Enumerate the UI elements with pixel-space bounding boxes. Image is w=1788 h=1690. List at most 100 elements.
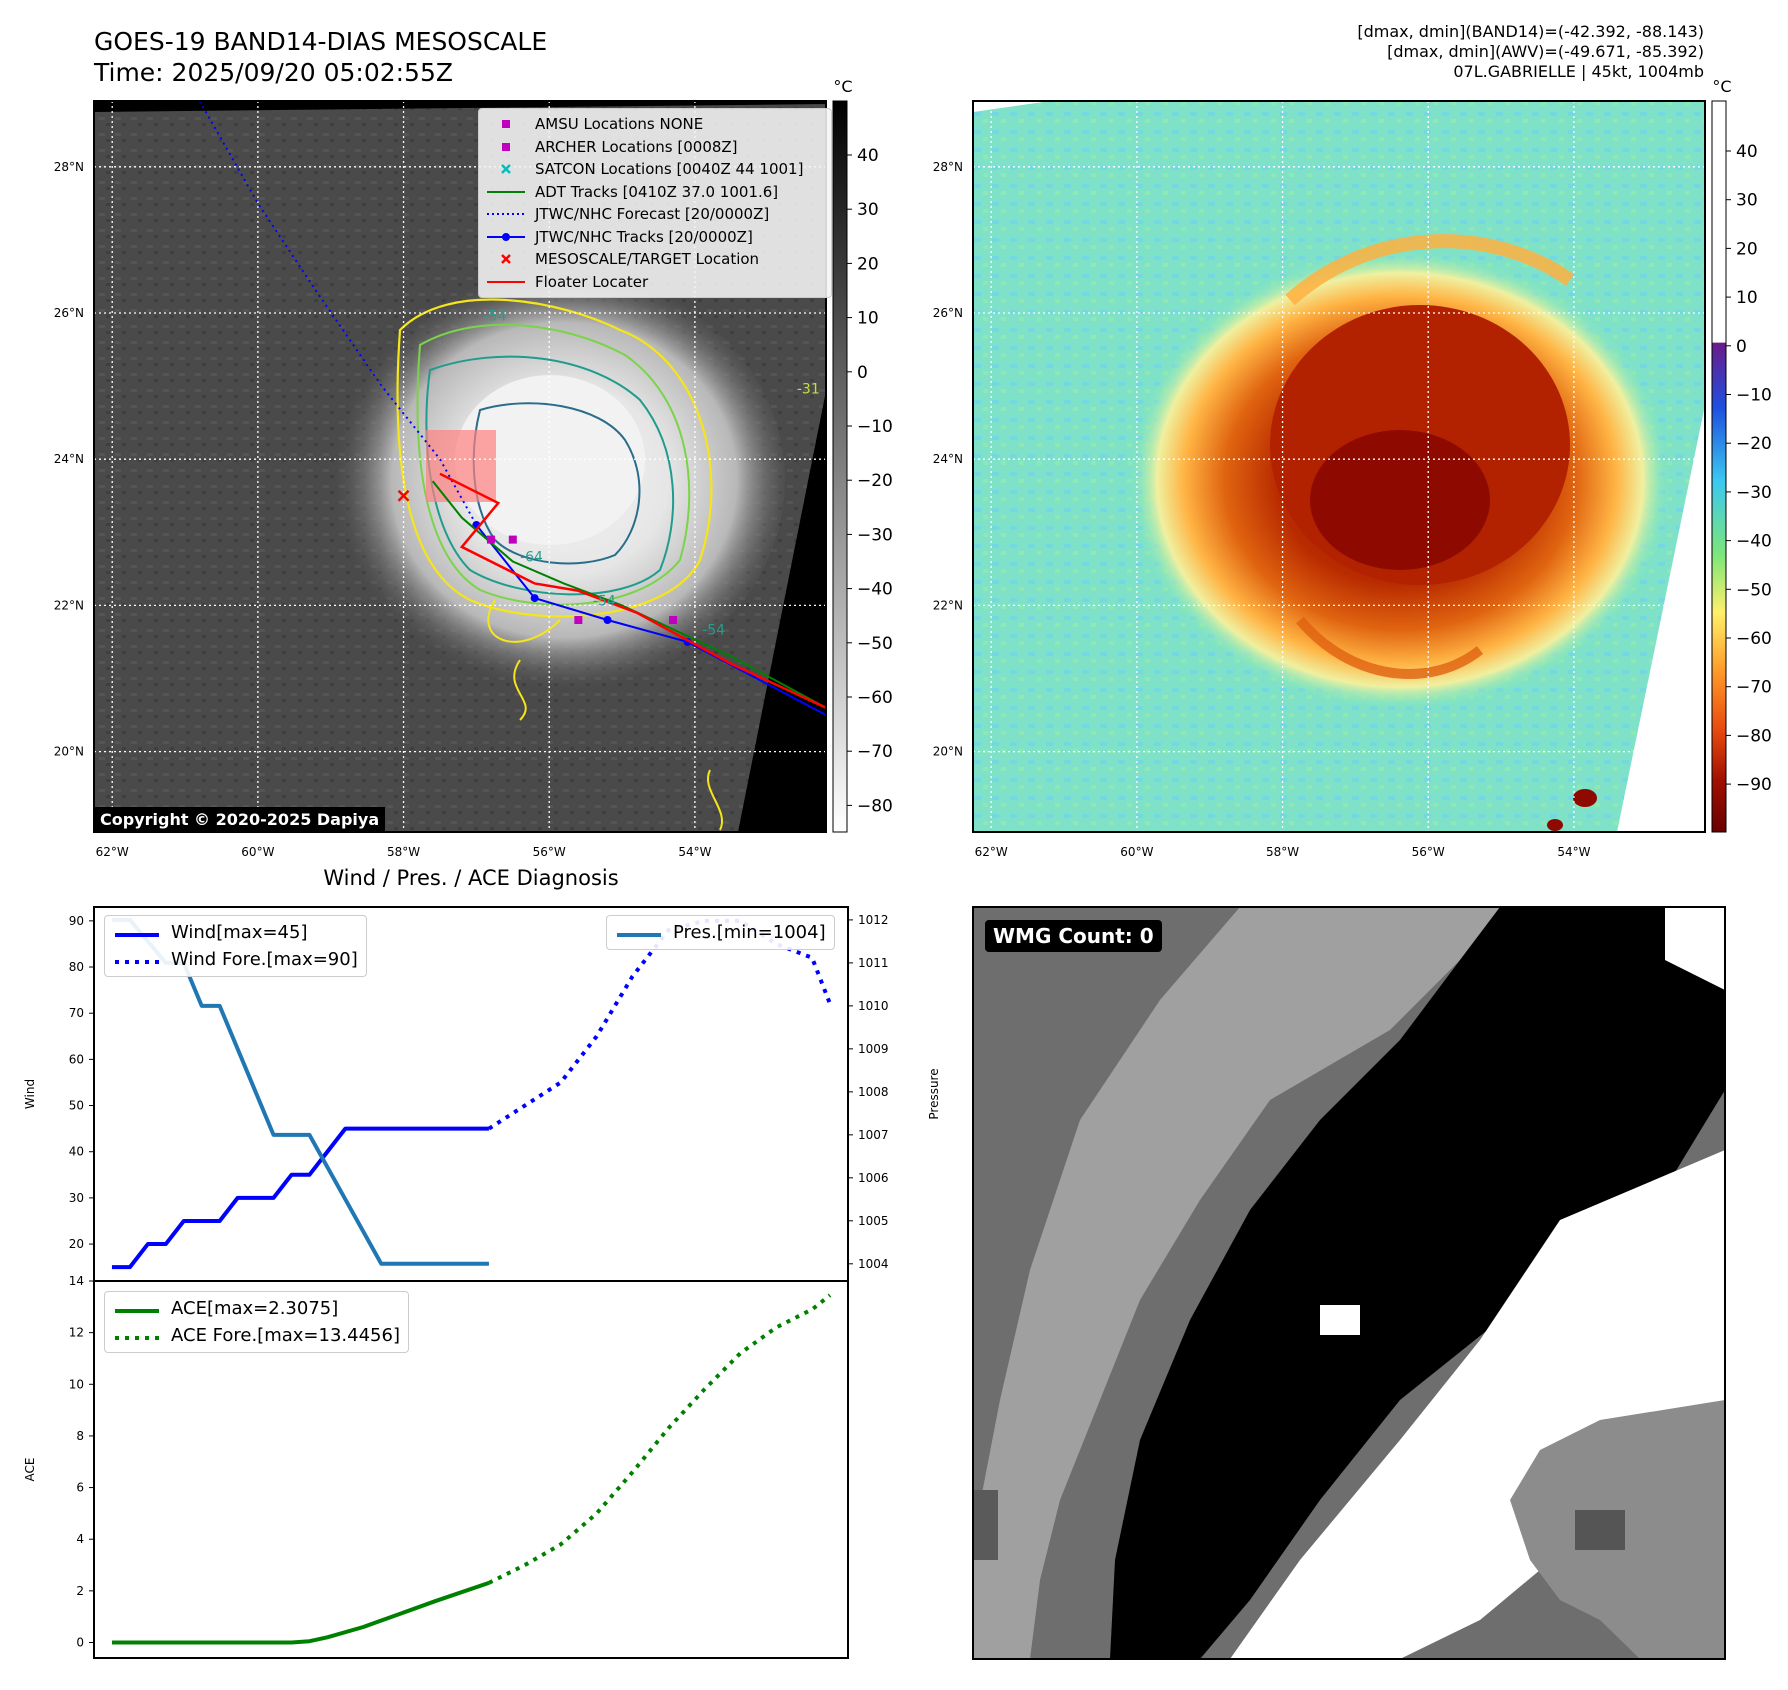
awv-lat-label: 20°N	[933, 745, 963, 759]
awv-cell-2	[1547, 819, 1563, 831]
wmg-white-region	[1230, 1150, 1725, 1659]
legend-symbol	[485, 160, 527, 178]
wind-legend-row: Wind[max=45]	[113, 919, 358, 946]
contour-yellow-band-3	[707, 769, 723, 831]
jtwc-track-point	[530, 594, 539, 603]
wind-y2label: Pressure	[927, 1068, 941, 1119]
ace-ytick-label: 10	[69, 1377, 84, 1391]
legend-label: Floater Locater	[535, 272, 649, 291]
wind-ytick-label: 30	[69, 1191, 84, 1205]
awv-lat-label: 24°N	[933, 452, 963, 466]
awv-colorbar-tick-label: −80	[1736, 726, 1772, 746]
awv-colorbar-tick-label: −40	[1736, 532, 1772, 552]
ir-top-nodata	[94, 101, 826, 112]
awv-inner-band	[1296, 616, 1484, 679]
ir-lat-label: 22°N	[54, 598, 84, 612]
ace-ytick-label: 2	[76, 1584, 84, 1598]
awv-colorbar-tick-label: −30	[1736, 483, 1772, 503]
ir-tracks: -54 -31 -64 -54 -54	[198, 100, 827, 716]
awv-axis-labels: 28°N 26°N 24°N 22°N 20°N 62°W 60°W 58°W 56°W 54°W	[933, 160, 1591, 859]
ir-lon-label: 58°W	[387, 845, 420, 859]
pressure-legend-swatch	[615, 926, 663, 940]
wmg-count-label: WMG Count: 0	[985, 920, 1162, 952]
legend-label: JTWC/NHC Tracks [20/0000Z]	[535, 227, 753, 246]
ir-colorbar-tick-label: −80	[857, 796, 893, 816]
ir-lon-label: 54°W	[678, 845, 711, 859]
awv-colorbar-unit: °C	[1712, 77, 1731, 96]
legend-item: AMSU Locations NONE	[485, 113, 825, 136]
ace-legend: ACE[max=2.3075] ACE Fore.[max=13.4456]	[104, 1291, 409, 1353]
archer-location-marker	[669, 616, 678, 625]
contour-label: -31	[797, 381, 820, 397]
series-line	[488, 1293, 832, 1585]
ir-colorbar-tick-label: 30	[857, 200, 879, 220]
legend-item: SATCON Locations [0040Z 44 1001]	[485, 158, 825, 181]
awv-lon-label: 54°W	[1557, 845, 1590, 859]
info-line-3: 07L.GABRIELLE | 45kt, 1004mb	[1453, 62, 1704, 81]
wind-ytick-label: 50	[69, 1099, 84, 1113]
legend-symbol	[485, 250, 527, 268]
legend-item: JTWC/NHC Tracks [20/0000Z]	[485, 226, 825, 249]
legend-symbol	[485, 183, 527, 201]
awv-colorbar-tick-label: −20	[1736, 434, 1772, 454]
contour-yellow	[396, 298, 713, 618]
legend-symbol	[485, 228, 527, 246]
ace-ytick-label: 12	[69, 1326, 84, 1340]
ir-colorbar-tick-label: −10	[857, 417, 893, 437]
ir-colorbar-tick-label: 10	[857, 309, 879, 329]
ir-colorbar: °C 40 30 20 10 0 −10 −20 −30 −40 −50 −60 −70 −80	[832, 77, 893, 833]
awv-nodata-wedge	[1617, 405, 1705, 832]
ir-lat-label: 20°N	[54, 745, 84, 759]
awv-lon-label: 60°W	[1120, 845, 1153, 859]
legend-label: MESOSCALE/TARGET Location	[535, 250, 760, 269]
ace-ytick-label: 0	[76, 1636, 84, 1650]
ir-colorbar-unit: °C	[833, 77, 852, 96]
ir-axis-labels: 28°N 26°N 24°N 22°N 20°N 62°W 60°W 58°W 56°W 54°W	[54, 160, 712, 859]
wind-y2tick-label: 1012	[858, 913, 889, 927]
archer-location-marker	[574, 616, 583, 625]
series-line	[111, 1126, 489, 1270]
wind-y2tick-label: 1006	[858, 1171, 889, 1185]
wind-ytick-label: 80	[69, 960, 84, 974]
wind-legend-swatch	[113, 926, 161, 940]
wind-y2tick-label: 1010	[858, 999, 889, 1013]
ir-colorbar-ticks: 40 30 20 10 0 −10 −20 −30 −40 −50 −60 −70 −80	[847, 146, 893, 816]
legend-item: JTWC/NHC Forecast [20/0000Z]	[485, 203, 825, 226]
target-box	[426, 430, 496, 502]
wind-y2tick-label: 1011	[858, 956, 889, 970]
wind-ytick-label: 40	[69, 1145, 84, 1159]
awv-frame	[972, 100, 1706, 833]
wind-fore-legend-row: Wind Fore.[max=90]	[113, 946, 358, 973]
pressure-legend: Pres.[min=1004]	[606, 915, 835, 950]
ir-colorbar-tick-label: 20	[857, 254, 879, 274]
wmg-black-band	[1110, 907, 1725, 1659]
diagnosis-title: Wind / Pres. / ACE Diagnosis	[323, 866, 618, 890]
contour-green	[416, 323, 691, 606]
ace-fore-legend-swatch	[113, 1329, 161, 1343]
legend-symbol	[485, 138, 527, 156]
wind-ytick-label: 60	[69, 1052, 84, 1066]
ir-lon-label: 62°W	[96, 845, 129, 859]
awv-outer-band	[1285, 234, 1575, 306]
legend-label: ADT Tracks [0410Z 37.0 1001.6]	[535, 182, 779, 201]
wind-y2tick-label: 1007	[858, 1128, 889, 1142]
contour-teal	[425, 355, 675, 596]
wind-ytick-label: 90	[69, 914, 84, 928]
pressure-legend-row: Pres.[min=1004]	[615, 919, 826, 946]
wmg-dark-patch	[1575, 1510, 1625, 1550]
awv-colorbar-tick-label: −60	[1736, 629, 1772, 649]
archer-location-marker	[508, 535, 517, 544]
wind-ylabel: Wind	[23, 1079, 37, 1109]
wmg-light-band	[973, 907, 1500, 1659]
legend-item: ARCHER Locations [0008Z]	[485, 136, 825, 159]
ir-lat-label: 26°N	[54, 306, 84, 320]
wind-fore-legend-label: Wind Fore.[max=90]	[171, 949, 358, 970]
awv-colorbar-tick-label: −50	[1736, 580, 1772, 600]
ace-ytick-label: 14	[69, 1274, 84, 1288]
wind-y2tick-label: 1004	[858, 1257, 889, 1271]
ir-nodata-wedge	[738, 391, 826, 832]
ace-ytick-label: 8	[76, 1429, 84, 1443]
legend-label: ARCHER Locations [0008Z]	[535, 137, 738, 156]
contour-yellow-band-2	[513, 659, 527, 721]
